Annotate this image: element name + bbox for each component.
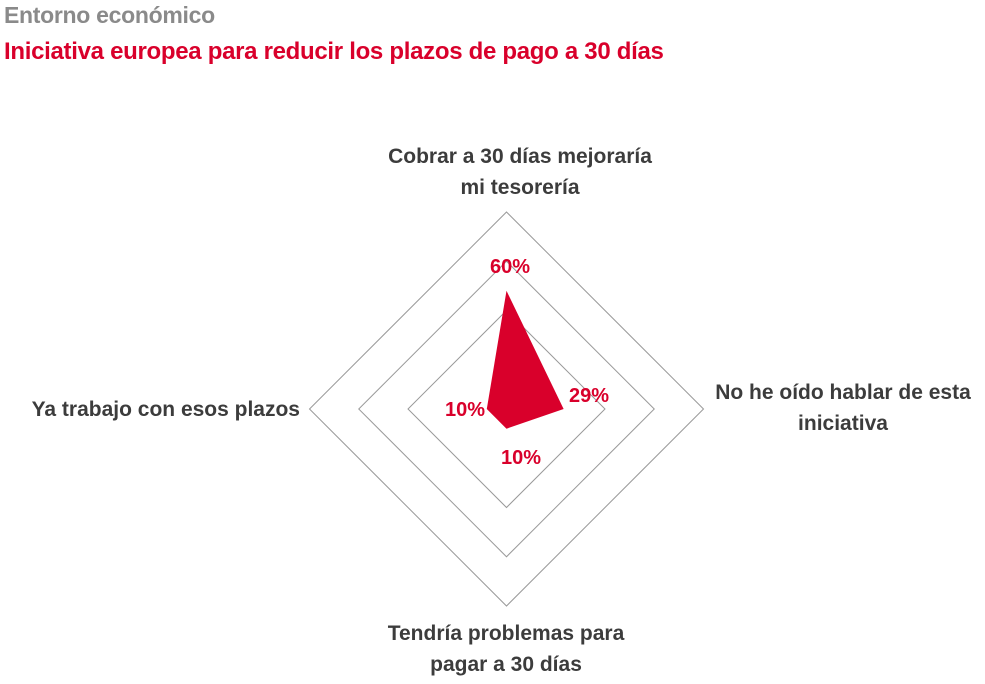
data-label: 29% bbox=[569, 385, 609, 407]
axis-label: pagar a 30 días bbox=[430, 653, 582, 676]
chart-title: Iniciativa europea para reducir los plaz… bbox=[4, 38, 664, 65]
data-label: 10% bbox=[445, 399, 485, 421]
data-label: 60% bbox=[490, 256, 530, 278]
grid-ring bbox=[407, 309, 606, 509]
axis-label: Ya trabajo con esos plazos bbox=[32, 398, 300, 421]
series-area bbox=[486, 290, 564, 429]
axis-label: Cobrar a 30 días mejoraría bbox=[388, 145, 652, 168]
axis-label: No he oído hablar de esta bbox=[715, 381, 971, 404]
section-title: Entorno económico bbox=[4, 2, 215, 28]
grid-ring bbox=[358, 260, 655, 558]
axis-label: mi tesorería bbox=[460, 176, 579, 199]
axis-label: iniciativa bbox=[798, 412, 888, 435]
grid-ring bbox=[308, 211, 705, 607]
data-label: 10% bbox=[501, 447, 541, 469]
axis-label: Tendría problemas para bbox=[388, 622, 625, 645]
